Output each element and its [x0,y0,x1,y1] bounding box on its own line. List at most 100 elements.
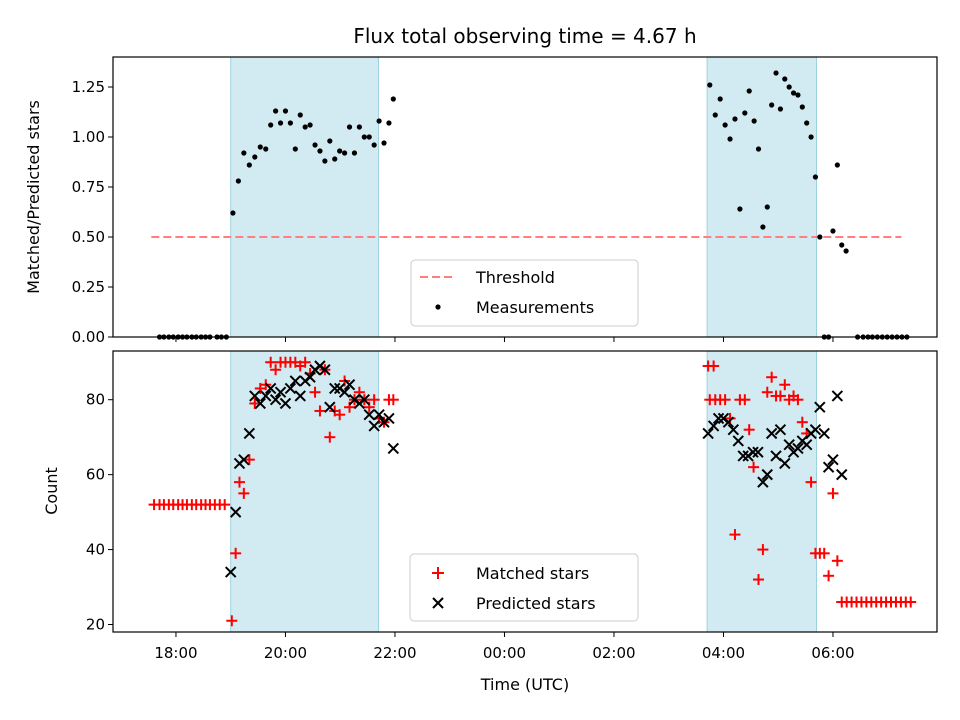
predicted-stars-point [822,461,835,473]
y-tick-label: 0.25 [72,278,105,296]
legend-predicted-swatch [432,597,444,609]
matched-stars-point [796,416,808,428]
predicted-stars-point [269,393,282,406]
matched-stars-point [324,431,336,443]
measurement-point [235,178,241,184]
measurement-point [817,234,823,240]
predicted-stars-point [243,427,256,440]
predicted-stars-point [373,408,385,421]
measurement-point [317,148,323,154]
predicted-stars-point [279,397,292,410]
count-panel: 20 40 60 80 Count 18:00 20:00 22:00 00:00 02:00… [42,350,938,694]
predicted-stars-point [737,450,749,462]
predicted-stars-point [358,393,371,406]
predicted-stars-point [319,364,331,376]
x-tick-label: 20:00 [264,644,307,662]
measurement-point [287,120,293,126]
x-tick-label: 18:00 [154,644,197,662]
matched-stars-point [729,529,741,541]
matched-stars-point [233,476,245,488]
measurement-point [268,122,274,128]
predicted-stars-point [809,423,822,436]
predicted-stars-point [387,442,400,455]
matched-stars-point [743,424,755,436]
predicted-stars-point [783,438,795,451]
measurement-point [707,82,713,88]
measurement-point [834,162,840,168]
matched-stars-point [766,371,778,383]
matched-stars-point [219,499,231,511]
matched-stars-point [299,356,311,368]
matched-stars-point [779,379,791,391]
measurement-point [282,108,289,114]
matched-stars-point [334,409,346,421]
measurement-point [263,146,269,152]
legend-measurements-label: Measurements [476,298,594,317]
measurement-point [376,118,382,124]
matched-stars-point [719,394,731,406]
predicted-stars-point [343,379,356,391]
observation-window-1 [230,56,379,338]
predicted-stars-point [254,397,266,410]
legend-bottom-box [409,553,639,622]
matched-stars-point [748,461,760,473]
measurement-point [808,134,814,140]
measurement-point [782,76,788,82]
y-ticks-top: 0.00 0.25 0.50 0.75 1.00 1.25 [72,78,113,346]
measurement-point [839,242,845,248]
matched-stars-point [739,394,751,406]
predicted-stars-point [836,468,848,481]
measurement-point [812,174,819,180]
predicted-stars-point [249,390,261,402]
matched-stars-point [757,544,769,556]
measurement-point [312,142,318,148]
predicted-stars-point [765,427,778,440]
legend-threshold-label: Threshold [475,268,555,287]
legend-predicted-label: Predicted stars [476,594,596,613]
y-tick-label: 20 [86,616,105,634]
predicted-stars-point [757,476,769,488]
predicted-stars-point [274,386,287,398]
matched-stars-point [368,394,380,406]
predicted-stars-point [289,375,302,387]
measurement-point [737,206,743,212]
measurement-point [273,108,279,114]
matched-stars-point [387,394,399,406]
ratio-series [151,70,910,340]
legend-top: Threshold Measurements [410,259,639,327]
x-ticks-bottom: 18:00 20:00 22:00 00:00 02:00 04:00 06:00 [154,632,855,662]
measurement-point [843,248,849,254]
measurement-point [246,162,252,168]
predicted-stars-point [818,427,830,440]
measurement-point [760,224,766,230]
matched-stars-point [230,547,242,559]
measurement-point [327,138,333,144]
measurement-point [361,134,367,140]
measurement-point [830,228,836,234]
measurement-point [337,148,343,154]
matched-stars-point [226,615,238,627]
matched-stars-point [265,356,277,368]
matched-stars-point [309,386,321,398]
y-tick-label: 40 [86,541,105,559]
predicted-stars-point [792,442,804,455]
matched-stars-point [753,574,765,586]
measurement-point [742,110,748,116]
y-tick-label: 80 [86,391,105,409]
y-axis-title-top: Matched/Predicted stars [24,100,43,294]
legend-measurements-swatch [435,304,441,310]
measurement-point [727,136,733,142]
predicted-stars-point [752,446,764,458]
y-tick-label: 0.75 [72,178,105,196]
matched-stars-point [249,397,261,409]
predicted-stars-point [329,382,341,395]
measurement-point [366,134,372,140]
measurement-point [764,204,770,210]
predicted-stars-point [732,435,744,447]
y-ticks-bottom: 20 40 60 80 [86,391,113,634]
measurement-point [302,124,308,130]
ratio-panel: 0.00 0.25 0.50 0.75 1.00 1.25 Matched/Predict… [24,56,938,346]
observation-windows [230,56,817,338]
measurement-point [292,146,298,152]
